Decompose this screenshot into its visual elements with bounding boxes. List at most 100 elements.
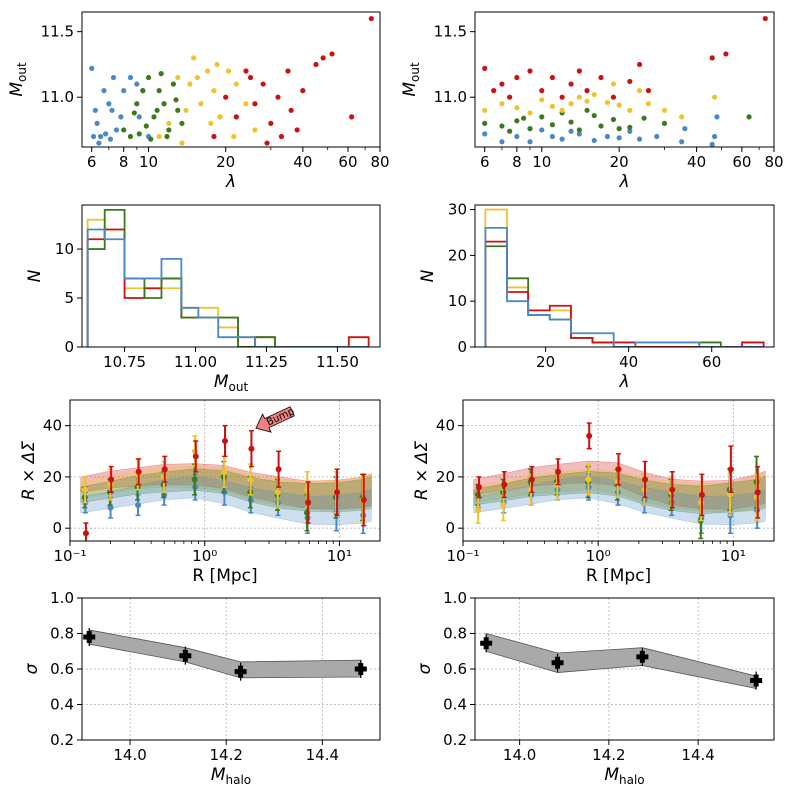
sigma-point [636,650,649,663]
y-axis-label: N [418,269,438,282]
y-tick-label: 0 [445,519,455,537]
point-bin4 [243,68,249,74]
x-axis-label: Mout [214,372,249,394]
point-bin3 [679,114,685,120]
point-bin3 [584,98,590,104]
point-bin3 [166,120,172,127]
x-tick-label: 80 [370,153,389,171]
sigma-point [354,663,367,675]
point-bin3 [252,127,258,133]
profile-right-panel: 10⁻¹ 10⁰ 10¹ 0 20 40 R [Mpc] R × ΔΣ [412,399,775,586]
x-tick-label: 10⁻¹ [446,547,479,565]
x-tick-label: 20 [536,353,555,371]
point-bin3 [211,88,217,94]
y-axis-label: σ [415,662,435,674]
point-bin4 [329,51,335,57]
histogram-bin3 [484,240,765,347]
point-bin4 [313,61,319,68]
point-bin4 [559,94,565,100]
x-axis-label: λ [618,372,629,392]
point-bin3 [198,101,204,107]
point-bin4 [645,88,652,94]
point-bin4 [698,491,705,498]
profile-left-frame [69,399,381,542]
point-bin2 [164,133,170,140]
point-bin3 [205,68,211,74]
x-tick-label: 11.00 [174,353,217,371]
point-bin4 [586,432,593,439]
point-bin4 [598,74,604,81]
x-tick-label: 80 [764,153,783,171]
point-bin1 [121,88,127,94]
point-bin4 [475,484,482,491]
x-tick-label: 10 [532,153,551,171]
point-bin4 [268,120,274,127]
point-bin4 [568,81,574,87]
sigma-point [750,674,763,687]
x-tick-label: 14.4 [306,746,339,764]
point-bin4 [642,476,649,483]
hist-left-plot-area [86,208,370,347]
sigma-point [83,631,96,644]
point-bin3 [591,91,597,98]
y-tick-label: 20 [436,468,455,486]
point-bin2 [661,120,668,127]
y-tick-label: 40 [436,417,455,435]
sigma-right-plot-area [475,598,774,740]
point-bin4 [514,74,520,81]
point-bin2 [514,118,520,124]
point-bin1 [109,107,115,113]
y-tick-label: 30 [448,201,467,219]
point-bin4 [233,114,239,120]
y-tick-label: 0.6 [50,660,74,678]
point-bin1 [107,504,114,511]
point-bin4 [252,101,258,107]
point-bin1 [627,128,633,134]
point-bin2 [627,124,633,130]
point-bin4 [320,55,326,61]
y-axis-label: R × ΔΣ [19,441,39,500]
point-bin3 [499,101,505,107]
point-bin1 [127,74,134,81]
x-tick-label: 10 [139,153,158,171]
y-axis-label: R × ΔΣ [412,441,432,500]
x-tick-label: 6 [87,153,97,171]
profile-left-panel: 10⁻¹ 10⁰ 10¹ 0 20 40 R [Mpc] R × ΔΣ Bump [19,399,381,586]
point-bin4 [709,55,715,61]
point-bin4 [499,81,505,87]
point-bin2 [175,107,181,113]
point-bin1 [714,114,720,120]
x-tick-label: 20 [216,153,235,171]
y-tick-label: 11.5 [434,23,467,41]
point-bin1 [136,114,142,120]
point-bin1 [101,88,107,94]
sigma-point [551,656,564,669]
x-tick-label: 14.2 [209,746,242,764]
x-axis-label: R [Mpc] [586,566,651,586]
point-bin4 [223,94,229,100]
x-tick-label: 60 [732,153,751,171]
point-bin2 [641,115,647,121]
hist-left-panel: 10.75 11.00 11.25 11.50 0 5 10 Mout N [25,204,381,394]
point-bin4 [507,94,513,100]
y-tick-label: 10 [448,292,467,310]
point-bin4 [264,140,270,146]
point-bin1 [103,131,109,137]
point-bin4 [108,476,115,483]
point-bin1 [135,502,142,509]
y-tick-label: 0.2 [443,731,467,749]
profile-right-plot-area [463,400,774,541]
point-bin4 [349,114,355,120]
point-bin4 [278,133,285,140]
point-bin3 [183,107,189,113]
point-bin1 [549,133,556,140]
scatter-left-panel: 6 8 10 20 40 60 80 11.0 11.5 λ Mout [7,11,390,192]
point-bin2 [161,101,167,107]
point-bin2 [145,74,152,81]
x-tick-label: 10.75 [103,353,146,371]
y-axis-label: Mout [400,62,422,97]
point-bin1 [97,133,104,140]
point-bin2 [499,123,505,129]
point-bin1 [709,141,715,147]
sigma-right-panel: 14.0 14.2 14.4 0.2 0.4 0.6 0.8 1.0 Mhalo σ [415,589,775,787]
